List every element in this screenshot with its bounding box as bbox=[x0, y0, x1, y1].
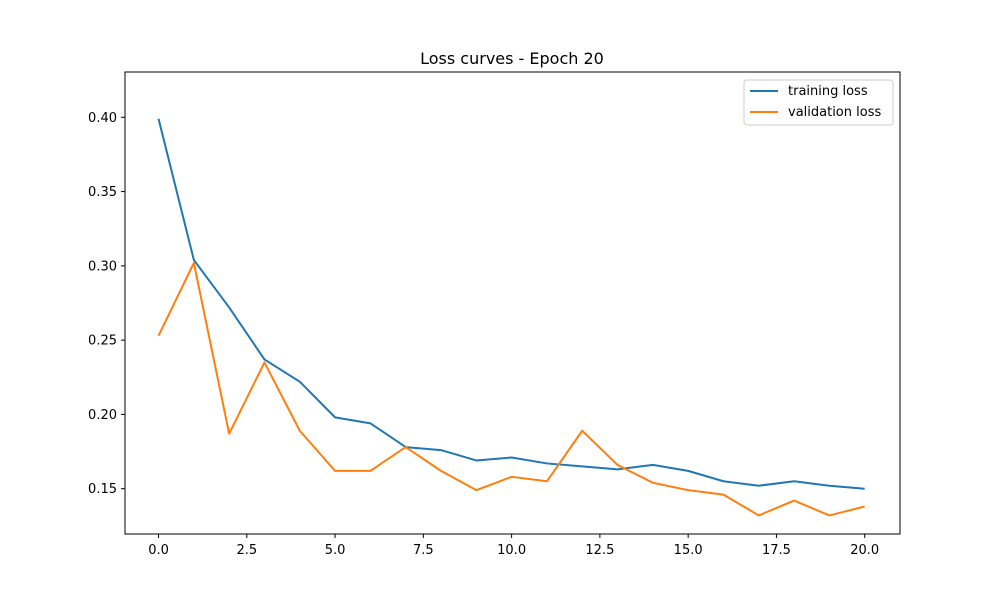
y-tick-label: 0.40 bbox=[88, 111, 117, 126]
y-tick-label: 0.15 bbox=[88, 482, 117, 497]
x-tick-label: 2.5 bbox=[236, 543, 257, 558]
x-tick-label: 7.5 bbox=[413, 543, 434, 558]
legend-box bbox=[743, 79, 894, 126]
chart-title: Loss curves - Epoch 20 bbox=[420, 49, 604, 68]
training-loss-line bbox=[157, 118, 865, 490]
plot-area bbox=[124, 71, 901, 535]
legend-label-training: training loss bbox=[788, 84, 868, 99]
y-tick-label: 0.20 bbox=[88, 408, 117, 423]
x-tick-label: 15.0 bbox=[674, 543, 703, 558]
y-tick-label: 0.30 bbox=[88, 259, 117, 274]
y-axis: 0.15 0.20 0.25 0.30 0.35 0.40 bbox=[88, 111, 125, 497]
validation-loss-line bbox=[157, 261, 865, 517]
x-tick-label: 0.0 bbox=[148, 543, 169, 558]
legend-label-validation: validation loss bbox=[788, 105, 881, 120]
x-tick-label: 10.0 bbox=[497, 543, 526, 558]
y-tick-label: 0.35 bbox=[88, 185, 117, 200]
x-tick-label: 5.0 bbox=[325, 543, 346, 558]
x-tick-label: 20.0 bbox=[850, 543, 879, 558]
legend: training loss validation loss bbox=[743, 79, 894, 126]
x-axis: 0.0 2.5 5.0 7.5 10.0 12.5 15.0 17.5 20.0 bbox=[148, 534, 879, 558]
x-tick-label: 12.5 bbox=[585, 543, 614, 558]
series-layer bbox=[157, 118, 865, 517]
x-tick-label: 17.5 bbox=[762, 543, 791, 558]
y-tick-label: 0.25 bbox=[88, 334, 117, 349]
